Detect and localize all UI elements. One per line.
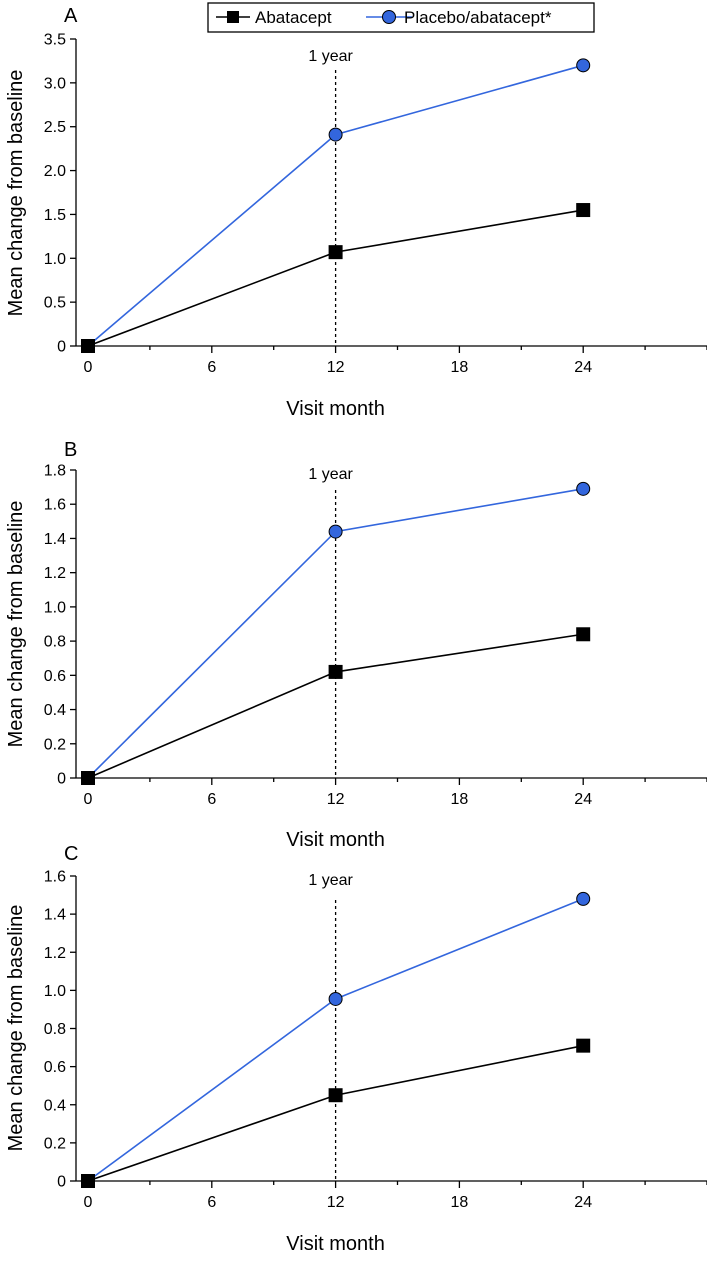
x-tick-label: 12 bbox=[327, 1194, 345, 1211]
data-point-placebo-abatacept bbox=[576, 58, 591, 73]
data-point-abatacept bbox=[328, 245, 343, 260]
x-tick-label: 12 bbox=[327, 791, 345, 808]
one-year-label: 1 year bbox=[308, 872, 353, 889]
data-point-abatacept bbox=[81, 771, 95, 785]
y-tick-label: 1.0 bbox=[44, 599, 66, 616]
panel-label: A bbox=[64, 5, 78, 27]
panel-b: B 0 0.2 0.4 0.6 0.8 1.0 1.2 1.4 1.6 1.8 0 6 12 18 24 Vis… bbox=[5, 439, 707, 851]
data-point-abatacept bbox=[328, 664, 343, 679]
panel-label: C bbox=[64, 843, 78, 865]
legend-item-0: Abatacept bbox=[216, 8, 332, 27]
y-tick-label: 1.2 bbox=[44, 945, 66, 962]
y-tick-label: 2.0 bbox=[44, 163, 66, 180]
legend: Abatacept Placebo/abatacept* bbox=[207, 2, 595, 33]
one-year-label: 1 year bbox=[308, 48, 353, 65]
y-tick-label: 0.6 bbox=[44, 668, 66, 685]
legend-label: Abatacept bbox=[255, 8, 332, 27]
y-tick-label: 0.5 bbox=[44, 295, 66, 312]
chart-panels: A 0 0.5 1.0 1.5 2.0 2.5 3.0 3.5 0 6 12 18 24 Visit mon… bbox=[5, 5, 707, 1255]
panel-a: A 0 0.5 1.0 1.5 2.0 2.5 3.0 3.5 0 6 12 18 24 Visit mon… bbox=[5, 5, 707, 420]
data-point-abatacept bbox=[576, 627, 591, 642]
data-point-abatacept bbox=[328, 1088, 343, 1103]
y-tick-label: 0.4 bbox=[44, 702, 66, 719]
x-axis-title: Visit month bbox=[286, 398, 385, 420]
data-point-placebo-abatacept bbox=[576, 891, 591, 906]
data-point-abatacept bbox=[81, 1174, 95, 1188]
y-tick-label: 0.2 bbox=[44, 1135, 66, 1152]
y-tick-label: 0 bbox=[57, 771, 66, 788]
x-axis-title: Visit month bbox=[286, 829, 385, 851]
legend-circle-marker bbox=[382, 10, 396, 24]
y-tick-label: 1.6 bbox=[44, 869, 66, 886]
legend-square-marker bbox=[227, 11, 239, 23]
y-tick-label: 1.8 bbox=[44, 463, 66, 480]
y-tick-label: 0.2 bbox=[44, 736, 66, 753]
panel-c: C 0 0.2 0.4 0.6 0.8 1.0 1.2 1.4 1.6 0 6 12 18 24 Visit … bbox=[5, 843, 707, 1255]
x-tick-label: 24 bbox=[574, 791, 592, 808]
x-tick-label: 0 bbox=[84, 791, 93, 808]
x-tick-label: 24 bbox=[574, 1194, 592, 1211]
x-tick-label: 24 bbox=[574, 359, 592, 376]
data-point-placebo-abatacept bbox=[328, 127, 343, 142]
y-tick-label: 1.6 bbox=[44, 497, 66, 514]
data-point-placebo-abatacept bbox=[576, 481, 591, 496]
y-tick-label: 1.4 bbox=[44, 907, 66, 924]
panel-label: B bbox=[64, 439, 77, 461]
y-tick-label: 0.6 bbox=[44, 1059, 66, 1076]
y-axis-title: Mean change from baseline bbox=[5, 501, 27, 748]
y-tick-label: 1.5 bbox=[44, 207, 66, 224]
y-axis-title: Mean change from baseline bbox=[5, 905, 27, 1152]
y-tick-label: 0.8 bbox=[44, 634, 66, 651]
y-tick-label: 0.8 bbox=[44, 1021, 66, 1038]
legend-label: Placebo/abatacept* bbox=[404, 8, 552, 27]
series-line-abatacept bbox=[87, 209, 584, 347]
x-tick-label: 18 bbox=[451, 359, 469, 376]
x-tick-label: 6 bbox=[207, 359, 216, 376]
y-tick-label: 1.0 bbox=[44, 251, 66, 268]
y-tick-label: 1.2 bbox=[44, 565, 66, 582]
data-point-placebo-abatacept bbox=[328, 524, 343, 539]
legend-item-1: Placebo/abatacept* bbox=[366, 8, 552, 27]
y-tick-label: 0 bbox=[57, 339, 66, 356]
y-tick-label: 1.4 bbox=[44, 531, 66, 548]
x-tick-label: 6 bbox=[207, 1194, 216, 1211]
y-tick-label: 3.0 bbox=[44, 75, 66, 92]
x-tick-label: 0 bbox=[84, 1194, 93, 1211]
y-tick-label: 1.0 bbox=[44, 983, 66, 1000]
y-axis-title: Mean change from baseline bbox=[5, 70, 27, 317]
data-point-placebo-abatacept bbox=[328, 991, 343, 1006]
y-tick-label: 2.5 bbox=[44, 119, 66, 136]
y-tick-label: 0 bbox=[57, 1174, 66, 1191]
one-year-label: 1 year bbox=[308, 466, 353, 483]
data-point-abatacept bbox=[81, 339, 95, 353]
data-point-abatacept bbox=[576, 1038, 591, 1053]
x-axis-title: Visit month bbox=[286, 1233, 385, 1255]
x-tick-label: 6 bbox=[207, 791, 216, 808]
x-tick-label: 0 bbox=[84, 359, 93, 376]
x-tick-label: 12 bbox=[327, 359, 345, 376]
y-tick-label: 0.4 bbox=[44, 1097, 66, 1114]
x-tick-label: 18 bbox=[451, 791, 469, 808]
y-tick-label: 3.5 bbox=[44, 32, 66, 49]
data-point-abatacept bbox=[576, 203, 591, 218]
x-tick-label: 18 bbox=[451, 1194, 469, 1211]
